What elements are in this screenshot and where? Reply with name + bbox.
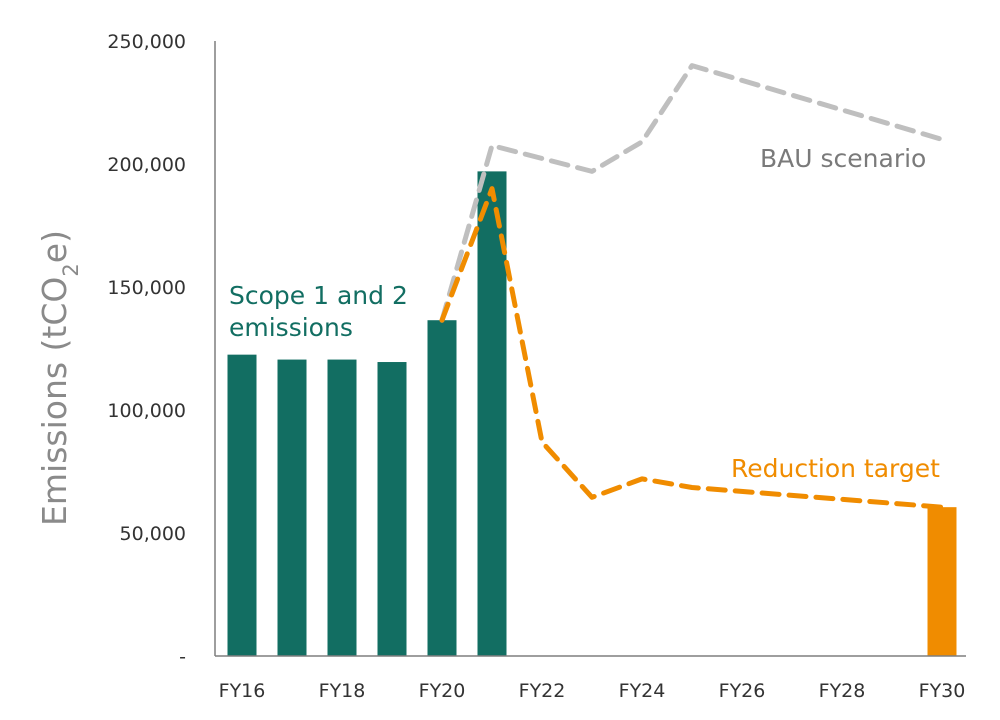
x-tick-label-fy30: FY30 (919, 680, 966, 702)
y-axis-title: Emissions (tCO2e) (35, 230, 83, 526)
x-tick-label-fy20: FY20 (419, 680, 466, 702)
y-tick-label-100-000: 100,000 (107, 400, 186, 422)
y-tick-label-150-000: 150,000 (107, 277, 186, 299)
annotations: Scope 1 and 2 emissions BAU scenario Reduct… (229, 144, 940, 483)
y-tick-label-50-000: 50,000 (120, 523, 186, 545)
x-tick-label-fy24: FY24 (619, 680, 666, 702)
bar-fy18-0 (327, 359, 357, 656)
y-tick-label-250-000: 250,000 (107, 31, 186, 53)
annotation-scope-1-and-2-emissions: Scope 1 and 2 emissions (229, 281, 408, 342)
annotation-reduction-target: Reduction target (731, 454, 940, 483)
line-reduction-target (439, 186, 945, 510)
bar-fy20-0 (427, 320, 457, 656)
annotation-bau-scenario: BAU scenario (760, 144, 926, 173)
y-axis-label: Emissions (tCO2e) (35, 230, 83, 526)
x-tick-label-fy22: FY22 (519, 680, 566, 702)
x-tick-label-fy26: FY26 (719, 680, 766, 702)
y-axis-ticks: - 50,000 100,000 150,000 200,000 250,000 (107, 31, 186, 668)
x-tick-label-fy18: FY18 (319, 680, 366, 702)
bar-fy21-0 (477, 171, 507, 656)
x-tick-label-fy28: FY28 (819, 680, 866, 702)
x-tick-label-fy16: FY16 (219, 680, 266, 702)
bar-fy17-0 (277, 359, 307, 656)
y-tick-label-200-000: 200,000 (107, 154, 186, 176)
bar-fy16-0 (227, 354, 257, 656)
bar-fy30-1 (927, 507, 957, 656)
bar-fy19-0 (377, 362, 407, 656)
line-bau-scenario (439, 63, 945, 323)
bars (227, 171, 957, 656)
series-lines (439, 63, 945, 510)
y-tick-label-: - (179, 646, 186, 668)
x-axis-ticks: FY16 FY18 FY20 FY22 FY24 FY26 FY28 FY30 (219, 680, 966, 702)
axes (214, 41, 966, 657)
